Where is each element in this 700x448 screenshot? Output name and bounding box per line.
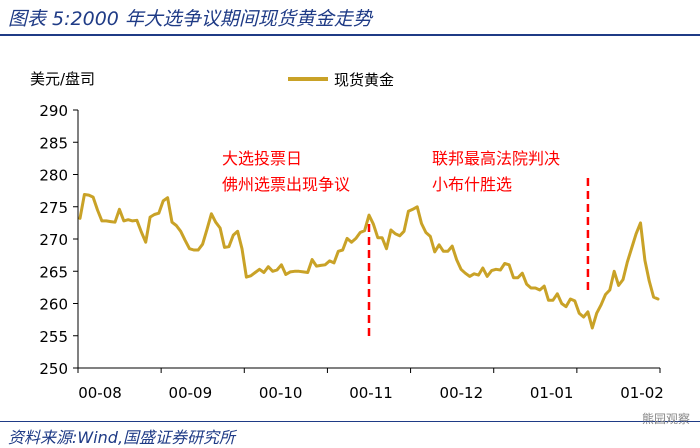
legend: 现货黄金 — [288, 71, 394, 89]
gold-price-chart: 美元/盘司 现货黄金 250 255 260 265 270 275 280 285 290 00… — [30, 70, 664, 402]
legend-label: 现货黄金 — [334, 71, 394, 89]
series-line-gold — [78, 193, 660, 330]
source-divider — [0, 421, 700, 422]
figure-title: 图表 5:2000 年大选争议期间现货黄金走势 — [8, 8, 372, 30]
annotation-text: 大选投票日 — [222, 149, 302, 168]
y-tick-label: 285 — [39, 134, 68, 152]
y-tick-label: 265 — [39, 263, 68, 281]
x-tick-label: 01-01 — [530, 384, 574, 402]
y-tick-label: 275 — [39, 199, 68, 217]
title-divider — [0, 34, 700, 36]
y-axis-label: 美元/盘司 — [30, 70, 95, 88]
x-tick-label: 01-02 — [620, 384, 664, 402]
annotation-text: 佛州选票出现争议 — [222, 175, 350, 194]
x-tick-label: 00-10 — [259, 384, 303, 402]
y-tick-label: 260 — [39, 296, 68, 314]
watermark: 熊园观察 — [641, 412, 690, 426]
x-tick-label: 00-09 — [169, 384, 213, 402]
y-tick-label: 280 — [39, 167, 68, 185]
annotation-text: 小布什胜选 — [432, 175, 512, 194]
x-tick-label: 00-08 — [78, 384, 122, 402]
y-tick-label: 290 — [39, 102, 68, 120]
annotation-text: 联邦最高法院判决 — [432, 149, 560, 168]
x-tick-label: 00-11 — [349, 384, 393, 402]
y-tick-label: 255 — [39, 328, 68, 346]
x-tick-label: 00-12 — [440, 384, 484, 402]
source-note: 资料来源:Wind,国盛证券研究所 — [8, 428, 236, 447]
y-tick-label: 270 — [39, 231, 68, 249]
y-tick-label: 250 — [39, 360, 68, 378]
